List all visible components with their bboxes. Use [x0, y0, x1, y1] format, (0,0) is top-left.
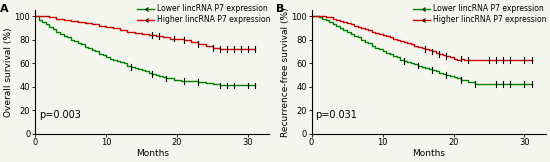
X-axis label: Months: Months: [412, 149, 445, 158]
Text: p=0.003: p=0.003: [39, 110, 81, 120]
Text: B: B: [277, 4, 285, 14]
Legend: Lower lincRNA P7 expression, Higher lincRNA P7 expression: Lower lincRNA P7 expression, Higher linc…: [413, 4, 547, 24]
X-axis label: Months: Months: [136, 149, 169, 158]
Legend: Lower lincRNA P7 expression, Higher lincRNA P7 expression: Lower lincRNA P7 expression, Higher linc…: [137, 4, 270, 24]
Text: A: A: [0, 4, 9, 14]
Y-axis label: Overall survival (%): Overall survival (%): [4, 27, 13, 117]
Text: p=0.031: p=0.031: [315, 110, 357, 120]
Y-axis label: Recurrence-free survival (%): Recurrence-free survival (%): [280, 7, 289, 137]
